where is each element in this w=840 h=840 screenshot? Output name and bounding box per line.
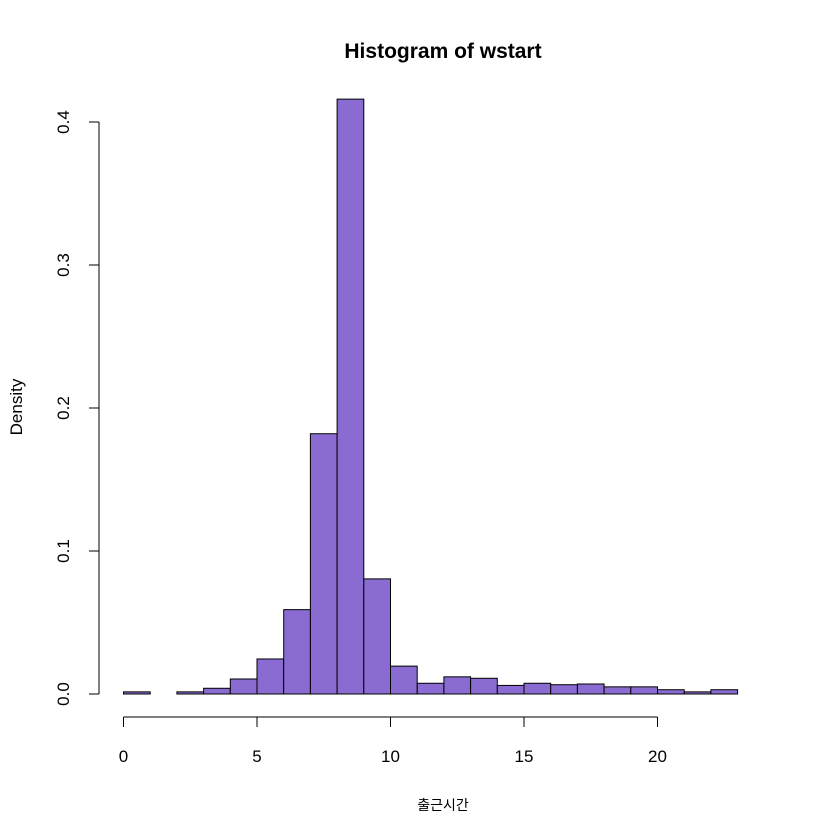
y-tick-label-0: 0.0 [54, 682, 73, 706]
y-axis-label: Density [7, 378, 26, 435]
histogram-bar-19 [630, 686, 658, 695]
histogram-bar-11 [416, 682, 445, 695]
histogram-bar-9 [363, 578, 391, 695]
histogram-bar-17 [576, 683, 605, 695]
histogram-bar-2 [176, 691, 205, 695]
y-tick-label-1: 0.1 [54, 539, 73, 563]
histogram-bar-18 [603, 686, 632, 695]
histogram-bar-22 [710, 689, 739, 695]
y-tick-label-3: 0.3 [54, 253, 73, 277]
histogram-bar-8 [336, 98, 365, 695]
y-tick-label-4: 0.4 [54, 110, 73, 134]
x-axis: 0 5 10 15 20 [119, 716, 667, 766]
y-axis: 0.0 0.1 0.2 0.3 0.4 [54, 110, 100, 706]
histogram-bar-20 [657, 689, 685, 695]
histogram-bar-14 [496, 684, 525, 695]
histogram-bar-3 [203, 687, 231, 695]
histogram-bar-12 [443, 676, 472, 695]
histogram-bar-21 [683, 691, 712, 695]
x-tick-label-2: 10 [381, 747, 400, 766]
x-tick-label-1: 5 [252, 747, 261, 766]
histogram-bar-16 [550, 684, 578, 695]
x-axis-label: 출근시간 [417, 798, 469, 814]
bars-group [123, 98, 739, 695]
chart-title: Histogram of wstart [344, 40, 541, 63]
x-tick-label-4: 20 [648, 747, 667, 766]
histogram-bar-13 [470, 677, 498, 695]
histogram-bar-10 [390, 665, 418, 695]
histogram-bar-4 [229, 678, 258, 695]
histogram-bar-15 [523, 682, 552, 695]
histogram-bar-0 [123, 691, 151, 695]
histogram-bar-6 [283, 609, 311, 695]
x-tick-label-3: 15 [515, 747, 534, 766]
y-tick-label-2: 0.2 [54, 396, 73, 420]
histogram-bar-7 [309, 433, 338, 695]
x-tick-label-0: 0 [119, 747, 128, 766]
histogram-bar-5 [256, 658, 285, 695]
